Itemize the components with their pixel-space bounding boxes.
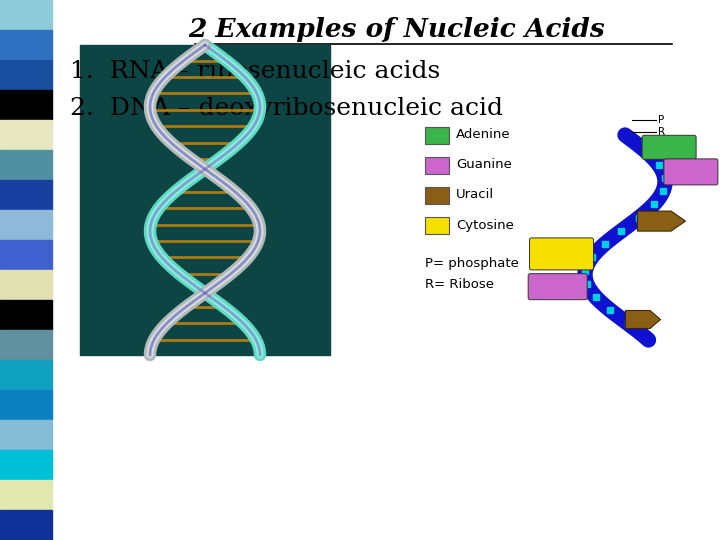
Bar bbox=[0, 360, 52, 390]
Text: P= phosphate: P= phosphate bbox=[425, 256, 519, 269]
Bar bbox=[0, 240, 52, 270]
Bar bbox=[0, 90, 52, 120]
Polygon shape bbox=[637, 211, 685, 231]
Bar bbox=[0, 270, 52, 300]
Bar bbox=[0, 510, 52, 540]
FancyBboxPatch shape bbox=[664, 159, 718, 185]
Text: 1.  RNA – ribosenucleic acids: 1. RNA – ribosenucleic acids bbox=[70, 60, 440, 84]
Bar bbox=[425, 126, 449, 144]
Bar bbox=[0, 480, 52, 510]
Text: 2.  DNA – deoxyribosenucleic acid: 2. DNA – deoxyribosenucleic acid bbox=[70, 97, 503, 119]
Text: P: P bbox=[658, 115, 664, 125]
Bar bbox=[0, 120, 52, 150]
Bar bbox=[425, 157, 449, 173]
Bar bbox=[0, 420, 52, 450]
FancyBboxPatch shape bbox=[642, 136, 696, 159]
Bar bbox=[0, 150, 52, 180]
FancyBboxPatch shape bbox=[529, 238, 593, 270]
Text: Cytosine: Cytosine bbox=[456, 219, 514, 232]
Text: Adenine: Adenine bbox=[456, 129, 510, 141]
Text: 2 Examples of Nucleic Acids: 2 Examples of Nucleic Acids bbox=[188, 17, 604, 43]
Polygon shape bbox=[626, 310, 660, 328]
Bar bbox=[425, 217, 449, 233]
Bar bbox=[80, 45, 330, 355]
Bar bbox=[425, 186, 449, 204]
Bar bbox=[0, 450, 52, 480]
FancyBboxPatch shape bbox=[528, 274, 588, 300]
Bar bbox=[0, 180, 52, 210]
Text: Guanine: Guanine bbox=[456, 159, 512, 172]
Bar bbox=[0, 390, 52, 420]
Bar bbox=[0, 30, 52, 60]
Bar bbox=[0, 210, 52, 240]
Text: Uracil: Uracil bbox=[456, 188, 494, 201]
Bar bbox=[0, 330, 52, 360]
Bar bbox=[0, 0, 52, 30]
Bar bbox=[0, 300, 52, 330]
Text: R= Ribose: R= Ribose bbox=[425, 279, 494, 292]
Bar bbox=[0, 60, 52, 90]
Text: R: R bbox=[658, 127, 665, 137]
